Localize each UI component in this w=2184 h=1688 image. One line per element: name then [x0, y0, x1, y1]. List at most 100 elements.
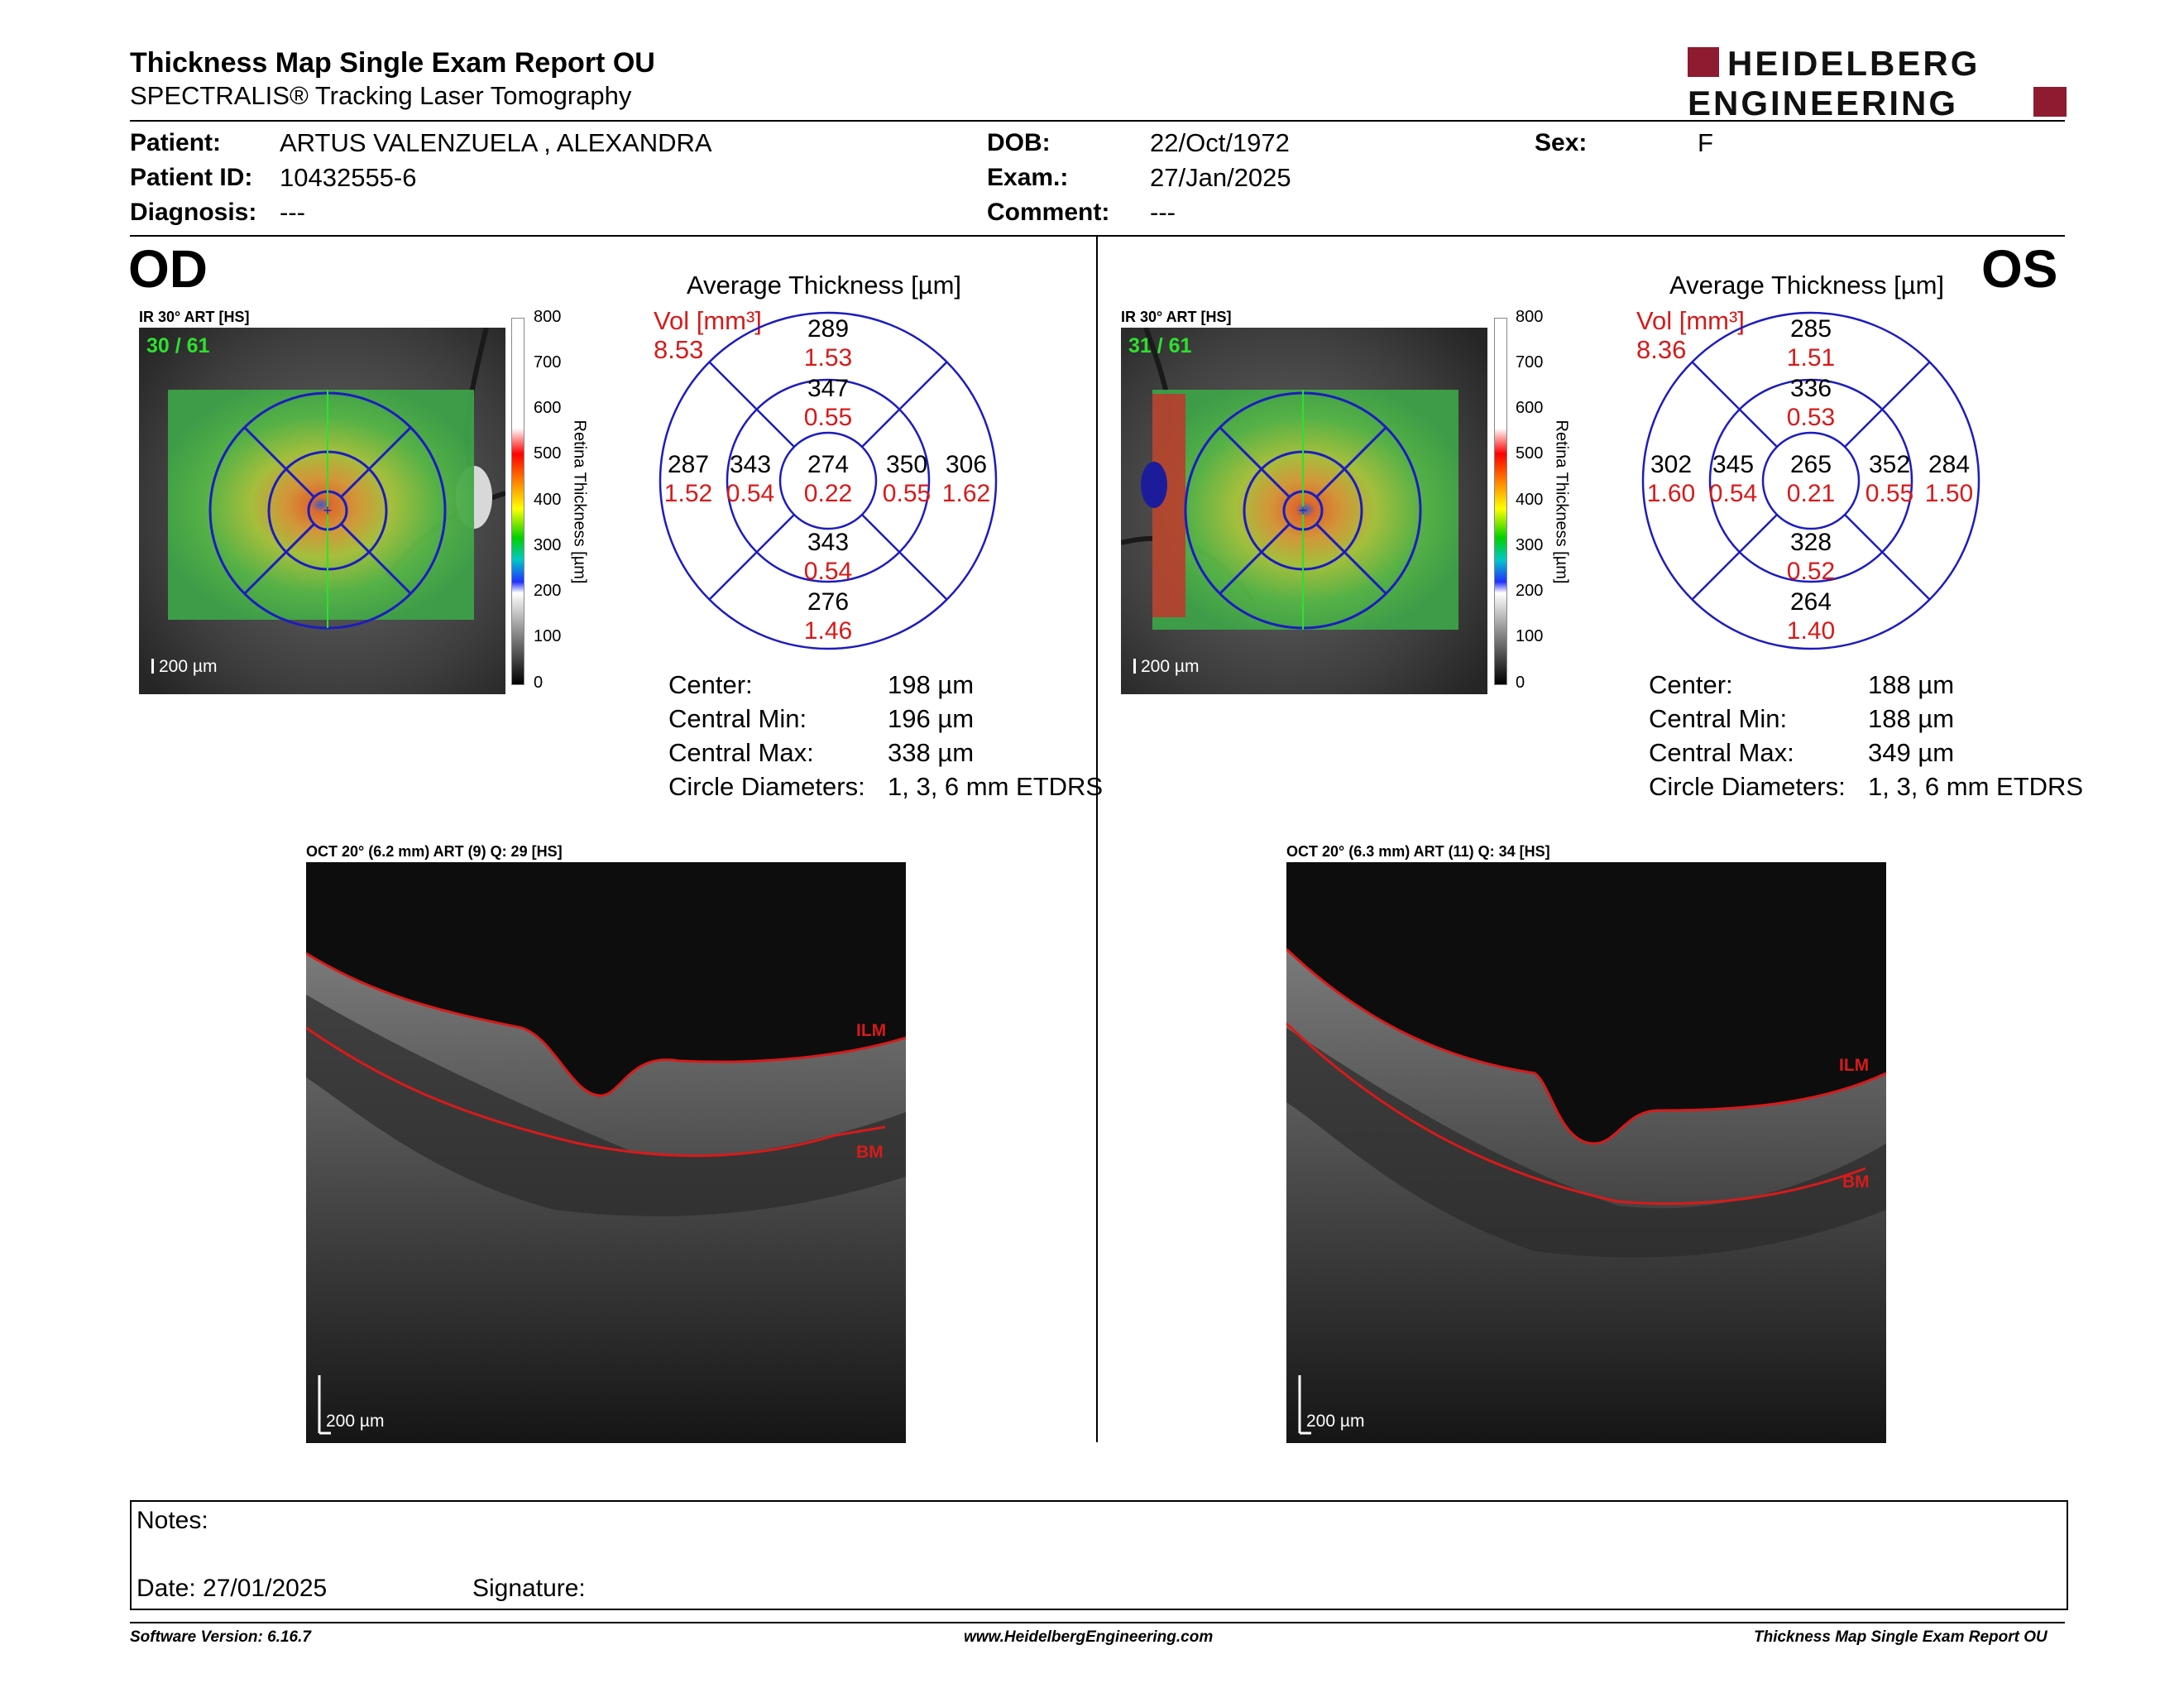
patient-name: ARTUS VALENZUELA , ALEXANDRA — [280, 128, 712, 157]
colorbar-tick: 0 — [1516, 674, 1525, 692]
vol-label-os: Vol [mm³] — [1636, 306, 1745, 335]
od-center-vol: 0.22 — [804, 480, 852, 507]
website-link[interactable]: www.HeidelbergEngineering.com — [964, 1628, 1214, 1646]
ilm-label-os: ILM — [1839, 1056, 1869, 1075]
report-title: Thickness Map Single Exam Report OU — [130, 47, 655, 79]
os-inf-inner: 328 — [1790, 529, 1832, 556]
od-nasal-outer: 306 — [946, 451, 987, 478]
footer-report-name: Thickness Map Single Exam Report OU — [1754, 1628, 2048, 1646]
eye-label-os: OS — [1981, 239, 2058, 299]
colorbar-tick: 400 — [534, 491, 562, 509]
scale-bar-os — [1133, 659, 1136, 674]
stat-center-value-od: 198 µm — [888, 670, 975, 699]
colorbar-tick: 0 — [534, 674, 544, 692]
colorbar-axis-label-od: Retina Thickness [µm] — [570, 420, 589, 584]
od-inf-outer: 276 — [807, 588, 849, 616]
od-nasal-inner-vol: 0.55 — [883, 480, 931, 507]
patient-divider — [130, 235, 2065, 237]
svg-text:+: + — [323, 502, 333, 519]
diagnosis-label: Diagnosis: — [130, 199, 257, 226]
os-inf-inner-vol: 0.52 — [1787, 558, 1835, 585]
od-sup-inner-vol: 0.55 — [804, 404, 852, 431]
os-inf-outer-vol: 1.40 — [1787, 617, 1835, 645]
report-subtitle: SPECTRALIS® Tracking Laser Tomography — [130, 81, 632, 110]
os-nasal-inner: 352 — [1869, 451, 1910, 478]
comment-label: Comment: — [987, 199, 1110, 226]
colorbar-tick: 700 — [534, 353, 562, 372]
stat-center-label-od: Center: — [668, 670, 753, 699]
avg-thickness-title-os: Average Thickness [µm] — [1669, 271, 1945, 300]
od-inf-inner: 343 — [807, 529, 849, 556]
colorbar-tick: 800 — [1516, 308, 1544, 326]
stat-circ-label-od: Circle Diameters: — [668, 772, 865, 801]
exam-value: 27/Jan/2025 — [1150, 163, 1291, 192]
od-sup-outer: 289 — [807, 315, 849, 343]
stat-center-value-os: 188 µm — [1868, 670, 1955, 699]
logo-line1: HEIDELBERG — [1727, 46, 1980, 83]
oct-bscan-od: ILM BM 200 µm — [305, 862, 907, 1443]
stat-max-label-os: Central Max: — [1649, 738, 1794, 767]
oct-label-od: OCT 20° (6.2 mm) ART (9) Q: 29 [HS] — [306, 843, 563, 860]
frame-count-os: 31 / 61 — [1128, 334, 1192, 357]
colorbar-tick: 100 — [1516, 627, 1544, 645]
os-temp-inner: 345 — [1712, 451, 1754, 478]
comment-value: --- — [1150, 198, 1176, 227]
patient-label: Patient: — [130, 129, 222, 156]
scale-bar-od — [151, 659, 154, 674]
od-nasal-inner: 350 — [886, 451, 927, 478]
eye-divider — [1096, 237, 1098, 1442]
os-temp-outer: 302 — [1650, 451, 1692, 478]
bm-label-os: BM — [1842, 1172, 1870, 1192]
oct-label-os: OCT 20° (6.3 mm) ART (11) Q: 34 [HS] — [1286, 843, 1550, 860]
date-label: Date: 27/01/2025 — [136, 1575, 328, 1602]
svg-text:+: + — [1299, 502, 1308, 519]
os-sup-inner-vol: 0.53 — [1787, 404, 1835, 431]
stat-min-label-os: Central Min: — [1649, 704, 1788, 733]
stat-circ-label-os: Circle Diameters: — [1649, 772, 1846, 801]
bm-label-od: BM — [856, 1143, 884, 1162]
colorbar-os — [1494, 318, 1507, 685]
vol-label-od: Vol [mm³] — [654, 306, 762, 335]
os-nasal-outer: 284 — [1928, 451, 1970, 478]
os-sup-outer: 285 — [1790, 315, 1832, 343]
colorbar-tick: 100 — [534, 627, 562, 645]
signature-label: Signature: — [472, 1575, 586, 1602]
colorbar-tick: 700 — [1516, 353, 1544, 372]
footer-divider — [130, 1622, 2065, 1623]
colorbar-axis-label-os: Retina Thickness [µm] — [1552, 420, 1571, 584]
notes-box: Notes: Date: 27/01/2025 Signature: — [130, 1500, 2068, 1610]
oct-bscan-os: ILM BM 200 µm — [1285, 862, 1887, 1443]
od-temp-outer-vol: 1.52 — [664, 480, 712, 507]
scale-label-os: 200 µm — [1141, 657, 1200, 676]
os-nasal-outer-vol: 1.50 — [1925, 480, 1973, 507]
colorbar-tick: 300 — [1516, 536, 1544, 554]
os-center-vol: 0.21 — [1787, 480, 1835, 507]
od-center: 274 — [807, 451, 849, 478]
od-nasal-outer-vol: 1.62 — [942, 480, 990, 507]
heidelberg-logo: HEIDELBERG ENGINEERING — [1688, 44, 2068, 124]
fundus-thickness-map-od: + — [139, 327, 506, 694]
scale-label-od: 200 µm — [159, 657, 218, 676]
ir-label-od: IR 30° ART [HS] — [139, 309, 250, 325]
colorbar-tick: 600 — [1516, 399, 1544, 417]
colorbar-tick: 600 — [534, 399, 562, 417]
os-temp-outer-vol: 1.60 — [1647, 480, 1695, 507]
od-inf-inner-vol: 0.54 — [804, 558, 852, 585]
stat-min-value-os: 188 µm — [1868, 704, 1955, 733]
etdrs-grid-od: 289 1.53 347 0.55 287 1.52 343 0.54 274 … — [658, 310, 999, 655]
vol-value-os: 8.36 — [1636, 335, 1687, 364]
os-temp-inner-vol: 0.54 — [1709, 480, 1757, 507]
od-sup-outer-vol: 1.53 — [804, 344, 852, 372]
os-inf-outer: 264 — [1790, 588, 1832, 616]
od-inf-outer-vol: 1.46 — [804, 617, 852, 645]
colorbar-tick: 800 — [534, 308, 562, 326]
exam-label: Exam.: — [987, 164, 1069, 191]
dob-value: 22/Oct/1972 — [1150, 128, 1290, 157]
eye-label-od: OD — [128, 239, 208, 299]
colorbar-tick: 200 — [534, 582, 562, 600]
os-sup-outer-vol: 1.51 — [1787, 344, 1835, 372]
stat-circ-value-os: 1, 3, 6 mm ETDRS — [1868, 772, 2084, 801]
os-sup-inner: 336 — [1790, 375, 1832, 402]
stat-min-value-od: 196 µm — [888, 704, 975, 733]
stat-max-label-od: Central Max: — [668, 738, 814, 767]
